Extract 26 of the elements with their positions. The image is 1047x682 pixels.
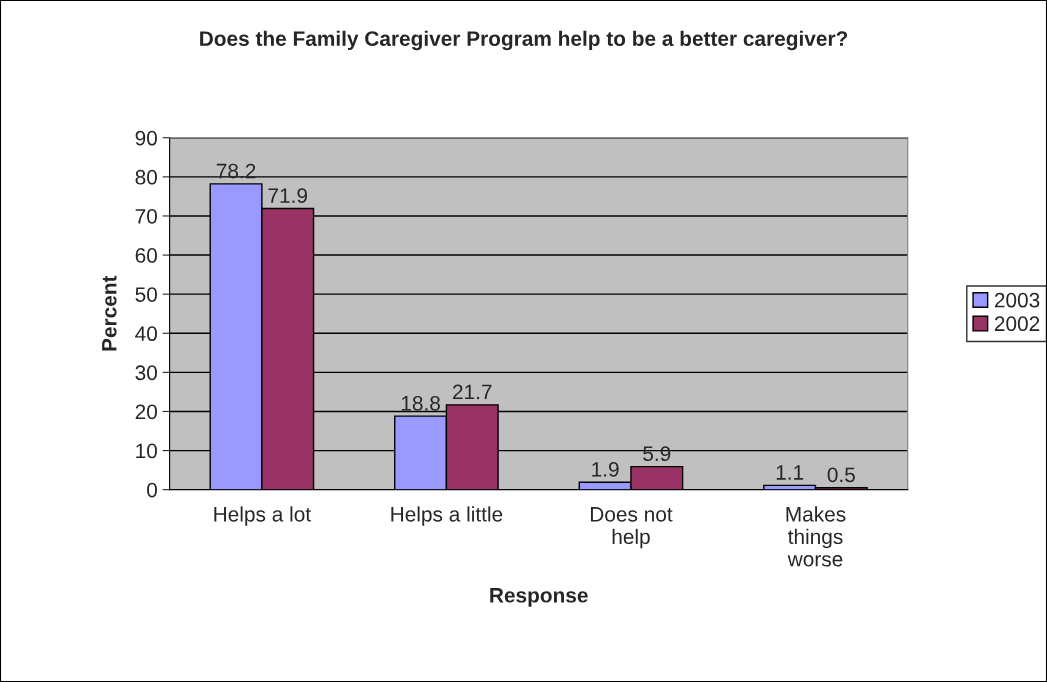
legend-label: 2002 <box>994 316 1040 332</box>
data-label: 71.9 <box>268 188 307 204</box>
y-tick-label: 0 <box>147 482 157 498</box>
y-tick-label: 80 <box>135 169 157 185</box>
y-tick-label: 30 <box>135 365 157 381</box>
y-tick-label: 10 <box>136 443 157 459</box>
x-tick-label: Helps a lot <box>214 506 311 526</box>
y-tick-label: 40 <box>135 326 157 342</box>
y-tick-label: 20 <box>135 404 157 420</box>
y-tick-label: 60 <box>135 248 157 263</box>
data-label: 1.1 <box>776 465 804 480</box>
data-label: 78.2 <box>216 163 256 179</box>
y-axis-title: Percent <box>102 275 117 351</box>
x-tick-label: Does not help <box>590 507 673 549</box>
data-label: 21.7 <box>453 384 492 400</box>
x-axis-title: Response <box>490 588 588 607</box>
y-tick-label: 70 <box>135 208 157 224</box>
data-label: 18.8 <box>401 395 440 411</box>
y-tick-label: 50 <box>135 287 157 302</box>
x-tick-label: Makes things worse <box>786 506 846 567</box>
data-label: 0.5 <box>827 467 855 483</box>
legend-label: 2003 <box>994 292 1040 308</box>
data-label: 1.9 <box>592 461 619 477</box>
y-tick-label: 90 <box>135 130 157 146</box>
x-tick-label: Helps a little <box>391 506 503 526</box>
chart-title: Does the Family Caregiver Program help to be a better caregiver? <box>200 30 848 51</box>
